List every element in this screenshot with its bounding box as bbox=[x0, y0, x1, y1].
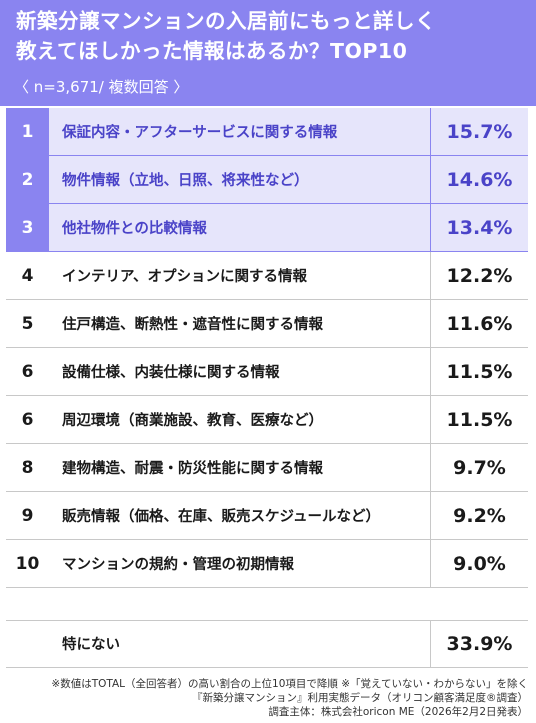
rank-cell: 1 bbox=[6, 108, 49, 155]
column-divider bbox=[430, 348, 431, 395]
value-cell: 9.7% bbox=[453, 456, 506, 479]
row-divider bbox=[6, 539, 528, 540]
rank-cell bbox=[6, 620, 49, 667]
sample-size-note: 〈 n=3,671/ 複数回答 〉 bbox=[14, 78, 189, 96]
chart-title: 新築分譲マンションの入居前にもっと詳しく 教えてほしかった情報はあるか？TOP1… bbox=[16, 6, 526, 66]
row-divider bbox=[6, 347, 528, 348]
column-divider bbox=[430, 252, 431, 299]
item-label: 保証内容・アフターサービスに関する情報 bbox=[62, 125, 338, 141]
rank-cell: 10 bbox=[15, 553, 40, 574]
title-line-1: 新築分譲マンションの入居前にもっと詳しく bbox=[16, 9, 436, 33]
value-cell: 9.2% bbox=[453, 504, 506, 527]
footnote-2: 『新築分譲マンション』利用実態データ（オリコン顧客満足度®調査） bbox=[192, 692, 528, 704]
value-cell: 9.0% bbox=[453, 552, 506, 575]
rank-cell: 3 bbox=[6, 204, 49, 251]
rank-cell: 2 bbox=[6, 156, 49, 203]
footnote-1: ※数値はTOTAL（全回答者）の高い割合の上位10項目で降順 ※「覚えていない・… bbox=[51, 678, 528, 690]
item-label: 他社物件との比較情報 bbox=[62, 221, 207, 237]
value-cell: 11.6% bbox=[446, 312, 513, 335]
column-divider bbox=[430, 300, 431, 347]
title-line-2: 教えてほしかった情報はあるか？TOP10 bbox=[16, 39, 408, 63]
column-divider bbox=[430, 540, 431, 587]
table-row-7: 6 周辺環境（商業施設、教育、医療など） 11.5% bbox=[6, 396, 528, 444]
row-divider bbox=[6, 299, 528, 300]
value-cell: 33.9% bbox=[446, 632, 513, 655]
item-label: 周辺環境（商業施設、教育、医療など） bbox=[62, 413, 323, 429]
value-cell: 13.4% bbox=[446, 216, 513, 239]
column-divider bbox=[430, 204, 431, 251]
rank-cell: 4 bbox=[21, 265, 34, 286]
header-banner: 新築分譲マンションの入居前にもっと詳しく 教えてほしかった情報はあるか？TOP1… bbox=[0, 0, 536, 106]
item-label: 設備仕様、内装仕様に関する情報 bbox=[62, 365, 280, 381]
row-divider bbox=[6, 587, 528, 588]
row-divider bbox=[6, 443, 528, 444]
column-divider bbox=[430, 444, 431, 491]
rank-cell: 6 bbox=[21, 409, 34, 430]
row-divider bbox=[6, 491, 528, 492]
column-divider bbox=[430, 396, 431, 443]
row-divider bbox=[6, 395, 528, 396]
table-row-10: 10 マンションの規約・管理の初期情報 9.0% bbox=[6, 540, 528, 588]
rank-cell: 6 bbox=[21, 361, 34, 382]
column-divider bbox=[430, 156, 431, 203]
value-cell: 12.2% bbox=[446, 264, 513, 287]
table-row-none: 特にない 33.9% bbox=[6, 620, 528, 668]
footnote-3: 調査主体：株式会社oricon ME（2026年2月2日発表） bbox=[268, 706, 528, 718]
row-divider bbox=[6, 251, 528, 252]
item-label: 住戸構造、断熱性・遮音性に関する情報 bbox=[62, 317, 323, 333]
rank-cell: 5 bbox=[21, 313, 34, 334]
column-divider bbox=[430, 620, 431, 667]
table-row-4: 4 インテリア、オプションに関する情報 12.2% bbox=[6, 252, 528, 300]
item-label: 特にない bbox=[62, 637, 120, 653]
value-cell: 11.5% bbox=[446, 360, 513, 383]
table-row-2: 2 物件情報（立地、日照、将来性など） 14.6% bbox=[6, 156, 528, 204]
column-divider bbox=[430, 108, 431, 155]
item-label: 建物構造、耐震・防災性能に関する情報 bbox=[62, 461, 323, 477]
row-divider bbox=[6, 203, 528, 204]
rank-cell: 8 bbox=[21, 457, 34, 478]
table-row-8: 8 建物構造、耐震・防災性能に関する情報 9.7% bbox=[6, 444, 528, 492]
table-row-5: 5 住戸構造、断熱性・遮音性に関する情報 11.6% bbox=[6, 300, 528, 348]
table-row-6: 6 設備仕様、内装仕様に関する情報 11.5% bbox=[6, 348, 528, 396]
table-row-1: 1 保証内容・アフターサービスに関する情報 15.7% bbox=[6, 108, 528, 156]
value-cell: 11.5% bbox=[446, 408, 513, 431]
footnotes: ※数値はTOTAL（全回答者）の高い割合の上位10項目で降順 ※「覚えていない・… bbox=[0, 677, 528, 719]
item-label: マンションの規約・管理の初期情報 bbox=[62, 557, 294, 573]
row-divider-top bbox=[6, 620, 528, 621]
rank-cell: 9 bbox=[21, 505, 34, 526]
table-row-9: 9 販売情報（価格、在庫、販売スケジュールなど） 9.2% bbox=[6, 492, 528, 540]
column-divider bbox=[430, 492, 431, 539]
item-label: 物件情報（立地、日照、将来性など） bbox=[62, 173, 309, 189]
value-cell: 15.7% bbox=[446, 120, 513, 143]
row-divider bbox=[6, 155, 528, 156]
table-row-3: 3 他社物件との比較情報 13.4% bbox=[6, 204, 528, 252]
item-label: インテリア、オプションに関する情報 bbox=[62, 269, 308, 285]
value-cell: 14.6% bbox=[446, 168, 513, 191]
item-label: 販売情報（価格、在庫、販売スケジュールなど） bbox=[62, 509, 380, 525]
row-divider bbox=[6, 667, 528, 668]
